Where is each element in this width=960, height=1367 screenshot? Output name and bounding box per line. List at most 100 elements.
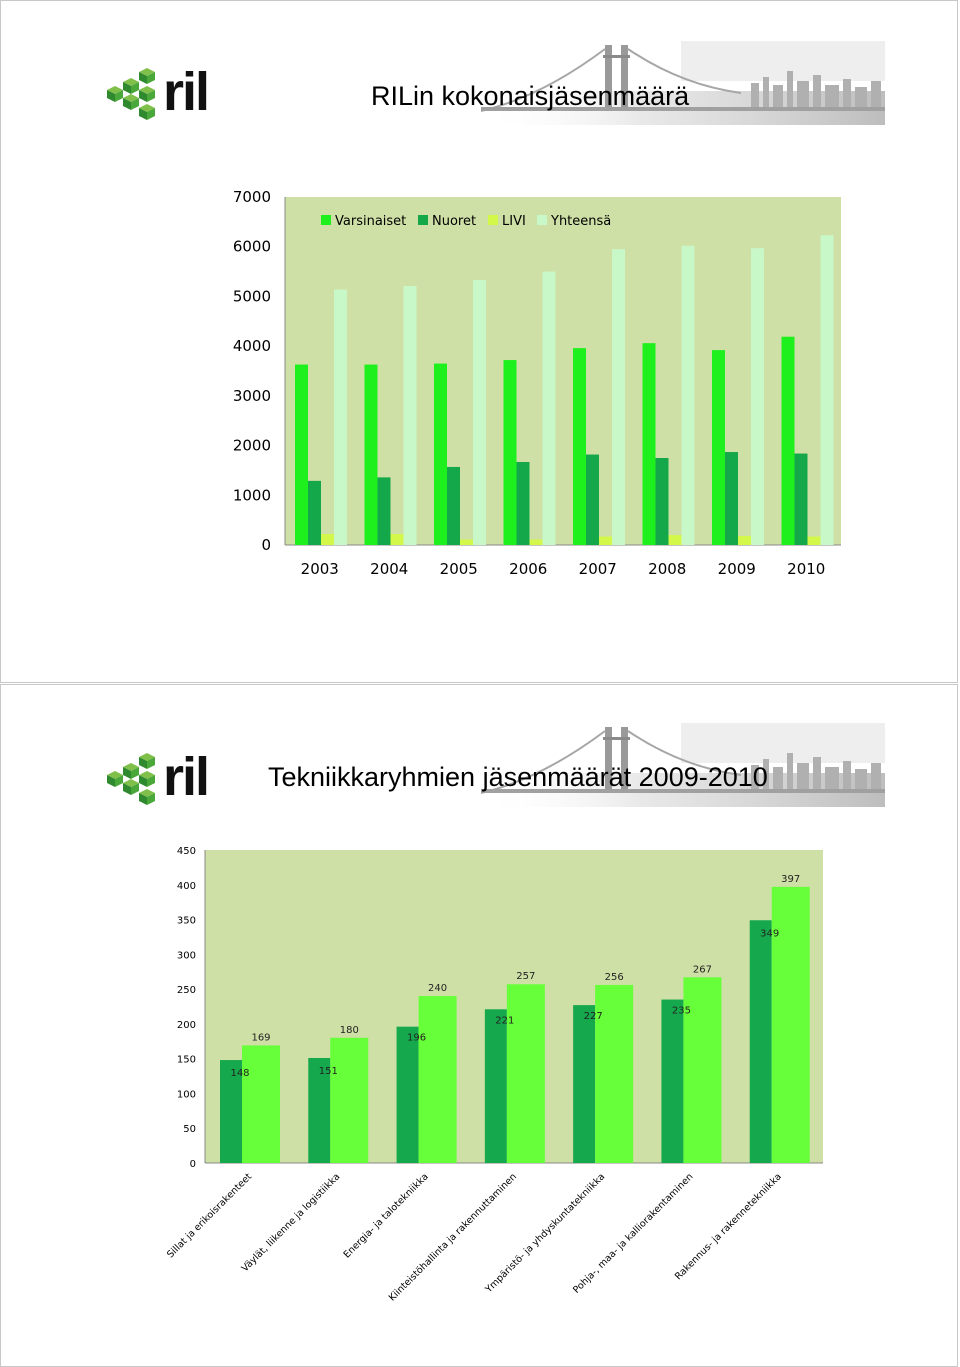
tech-group-chart: 0 50 100 150 200 250 300 350 400 450 148 169 151 180… xyxy=(165,846,823,1304)
bar-2009 xyxy=(396,1026,419,1163)
x-tick-label: 2008 xyxy=(648,560,686,578)
x-tick-label: Energia- ja talotekniikka xyxy=(342,1171,431,1260)
y-tick-label: 350 xyxy=(177,916,196,927)
legend-label: LIVI xyxy=(502,214,526,229)
data-label: 257 xyxy=(516,971,535,982)
bar-yhteensä xyxy=(820,235,834,545)
y-tick-label: 2000 xyxy=(233,437,271,455)
data-label: 180 xyxy=(340,1025,359,1036)
x-tick-label: 2005 xyxy=(440,560,478,578)
bar-yhteensä xyxy=(681,245,695,545)
ril-logo xyxy=(107,753,155,805)
bar-yhteensä xyxy=(751,248,764,545)
bar-2009 xyxy=(573,1005,596,1163)
legend-swatch xyxy=(418,215,428,225)
y-tick-label: 100 xyxy=(177,1089,196,1100)
bar-nuoret xyxy=(655,458,669,545)
bar-varsinaiset xyxy=(712,350,725,545)
x-tick-label: 2006 xyxy=(509,560,547,578)
bar-livi xyxy=(599,536,612,545)
logo-text: ril xyxy=(163,62,210,122)
total-membership-chart: 0 1000 2000 3000 4000 5000 6000 7000 2003 2004 20… xyxy=(233,188,841,578)
bar-2010 xyxy=(242,1045,280,1163)
legend-label: Yhteensä xyxy=(550,214,611,229)
data-label: 349 xyxy=(760,928,779,939)
y-tick-label: 0 xyxy=(261,536,271,554)
bar-varsinaiset xyxy=(434,363,447,545)
x-tick-label: 2009 xyxy=(718,560,756,578)
bar-nuoret xyxy=(447,466,460,545)
bar-nuoret xyxy=(516,461,530,545)
bar-livi xyxy=(529,539,543,545)
y-tick-label: 6000 xyxy=(233,238,271,256)
data-label: 169 xyxy=(251,1032,270,1043)
data-label: 235 xyxy=(672,1006,691,1017)
bar-varsinaiset xyxy=(573,348,586,545)
bar-2010 xyxy=(683,977,722,1163)
bar-2010 xyxy=(330,1037,369,1163)
bridge-banner-icon xyxy=(481,723,885,807)
bar-2010 xyxy=(771,886,810,1163)
bridge-banner-icon xyxy=(481,41,885,125)
legend-swatch xyxy=(321,215,331,225)
y-tick-label: 4000 xyxy=(233,337,271,355)
bar-yhteensä xyxy=(612,249,625,545)
y-tick-label: 0 xyxy=(190,1159,196,1170)
cube-pattern-icon xyxy=(107,68,155,120)
x-tick-label: Sillat ja erikoisrakenteet xyxy=(165,1171,254,1260)
data-label: 256 xyxy=(605,972,624,983)
bar-varsinaiset xyxy=(364,364,378,545)
y-tick-label: 250 xyxy=(177,985,196,996)
y-tick-label: 50 xyxy=(183,1124,196,1135)
bar-livi xyxy=(321,534,334,545)
bar-2010 xyxy=(595,984,634,1163)
bar-livi xyxy=(390,534,404,545)
y-tick-label: 450 xyxy=(177,846,196,857)
data-label: 151 xyxy=(319,1066,338,1077)
y-tick-label: 400 xyxy=(177,881,196,892)
legend-swatch xyxy=(537,215,547,225)
bar-livi xyxy=(807,536,821,545)
bar-nuoret xyxy=(308,480,321,545)
bar-2009 xyxy=(749,920,772,1163)
y-tick-label: 1000 xyxy=(233,486,271,504)
bar-yhteensä xyxy=(334,289,347,545)
ril-logo xyxy=(107,68,155,120)
bar-livi xyxy=(460,539,473,545)
slide-2: ril Tekniikkaryhmien jäsenmäärät 2009-20… xyxy=(0,684,958,1367)
bar-livi xyxy=(738,536,751,545)
y-tick-label: 3000 xyxy=(233,387,271,405)
y-tick-label: 200 xyxy=(177,1020,196,1031)
bar-varsinaiset xyxy=(295,364,308,545)
data-label: 148 xyxy=(230,1068,249,1079)
data-label: 221 xyxy=(495,1015,514,1026)
legend-swatch xyxy=(488,215,498,225)
bar-2009 xyxy=(220,1060,242,1163)
x-tick-label: 2003 xyxy=(301,560,339,578)
y-tick-label: 150 xyxy=(177,1055,196,1066)
data-label: 267 xyxy=(693,964,712,975)
bar-2010 xyxy=(506,984,545,1163)
x-tick-label: 2010 xyxy=(787,560,825,578)
bar-2010 xyxy=(418,996,457,1163)
y-tick-label: 300 xyxy=(177,950,196,961)
bar-varsinaiset xyxy=(781,336,795,545)
bar-varsinaiset xyxy=(503,360,517,545)
slide-title: Tekniikkaryhmien jäsenmäärät 2009-2010 xyxy=(268,762,768,792)
x-tick-label: 2007 xyxy=(579,560,617,578)
x-tick-label: 2004 xyxy=(370,560,408,578)
slide-title: RILin kokonaisjäsenmäärä xyxy=(371,81,690,111)
data-label: 196 xyxy=(407,1033,426,1044)
slide-1: ril RILin kokonaisjäsenmäärä 0 1000 2000 30… xyxy=(0,0,958,683)
x-tick-label: Väylät, liikenne ja logistiikka xyxy=(240,1171,343,1274)
bar-nuoret xyxy=(725,452,738,545)
bar-yhteensä xyxy=(403,285,417,545)
legend-label: Nuoret xyxy=(432,214,476,229)
bar-livi xyxy=(668,535,682,545)
cube-pattern-icon xyxy=(107,753,155,805)
bar-2009 xyxy=(308,1057,331,1163)
bar-yhteensä xyxy=(542,271,556,545)
logo-text: ril xyxy=(163,747,210,807)
data-label: 240 xyxy=(428,983,447,994)
data-label: 227 xyxy=(584,1011,603,1022)
